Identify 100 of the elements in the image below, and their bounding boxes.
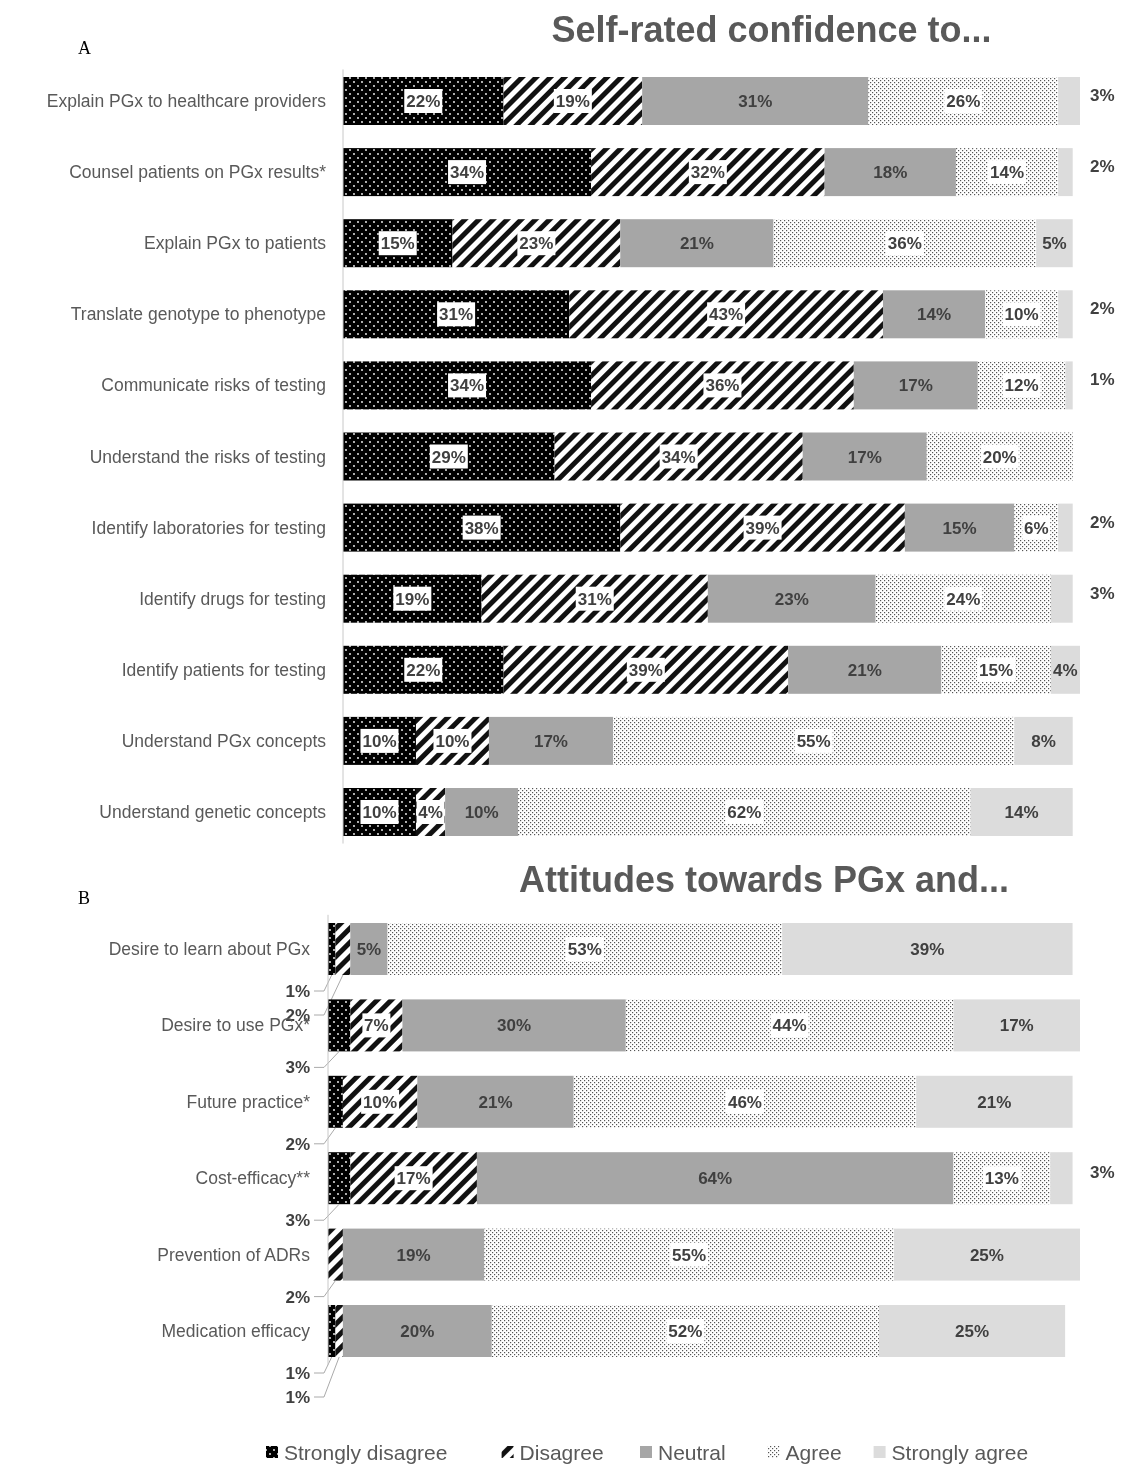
data-label: 31% — [738, 92, 773, 111]
data-label: 23% — [519, 234, 554, 254]
text: B — [78, 888, 91, 908]
data-label: 55% — [672, 1245, 707, 1265]
bar — [620, 503, 905, 552]
bar — [882, 290, 986, 339]
y-tick-label: Understand genetic concepts — [99, 802, 327, 822]
y-tick-label: Communicate risks of testing — [101, 375, 326, 396]
data-label: 17% — [396, 1169, 431, 1189]
bar — [1014, 716, 1073, 765]
bar — [642, 77, 869, 125]
data-label: 14% — [1004, 803, 1039, 822]
bar — [328, 1228, 343, 1281]
data-label: 31% — [577, 589, 612, 609]
bar — [953, 999, 1080, 1052]
bar — [1058, 503, 1073, 552]
data-label: 53% — [567, 940, 602, 959]
bar — [824, 148, 956, 197]
bar — [904, 503, 1015, 552]
bar — [1050, 574, 1073, 623]
legend-label: Strongly agree — [891, 1441, 1029, 1464]
data-label: 21% — [679, 234, 714, 254]
data-label: 25% — [969, 1245, 1004, 1265]
data-label: 2% — [1090, 299, 1115, 319]
data-label: 3% — [285, 1058, 310, 1078]
data-label: 2% — [285, 1134, 310, 1154]
bar — [402, 999, 626, 1052]
data-label: 39% — [745, 518, 780, 538]
y-tick-label: Translate genotype to phenotype — [70, 304, 326, 325]
bar — [350, 923, 388, 975]
chart-title: Self-rated confidence to... — [551, 9, 992, 50]
data-label: 14% — [917, 305, 952, 325]
bar — [488, 716, 613, 765]
bar — [573, 1075, 917, 1128]
data-label: 21% — [977, 1092, 1012, 1112]
bar — [343, 361, 592, 410]
data-label: 21% — [847, 660, 882, 680]
y-tick-label: Understand PGx concepts — [121, 730, 327, 751]
bar — [335, 923, 351, 975]
data-label: 10% — [464, 803, 499, 822]
data-label: 32% — [690, 163, 725, 183]
bar — [343, 432, 555, 481]
bar — [481, 574, 708, 623]
bar — [1058, 290, 1073, 339]
data-label: 4% — [418, 803, 443, 822]
data-label: 38% — [464, 518, 499, 538]
data-label: 21% — [478, 1092, 513, 1112]
data-label: 23% — [774, 589, 809, 609]
bar — [788, 645, 942, 694]
bar — [445, 788, 519, 836]
bar — [868, 77, 1059, 125]
data-label: 10% — [435, 731, 470, 751]
y-tick-label: Explain PGx to healthcare providers — [46, 91, 327, 111]
bar — [328, 1152, 351, 1205]
bar — [853, 361, 978, 410]
data-label: 5% — [1042, 234, 1067, 254]
bar — [503, 77, 643, 125]
y-tick-label: Future practice* — [186, 1091, 311, 1112]
data-label: 64% — [698, 1169, 733, 1189]
data-label: 43% — [709, 305, 744, 325]
data-label: 10% — [362, 803, 397, 822]
bar — [452, 219, 621, 268]
bar — [878, 1305, 1066, 1357]
data-label: 1% — [1090, 370, 1115, 390]
bar — [782, 923, 1073, 975]
data-label: 17% — [533, 731, 568, 751]
y-tick-label: Explain PGx to patients — [144, 233, 327, 254]
y-tick-label: Understand the risks of testing — [89, 446, 326, 467]
bar — [625, 999, 954, 1052]
bar — [503, 645, 789, 694]
bar — [328, 1075, 343, 1128]
bar — [591, 361, 854, 410]
bar — [707, 574, 876, 623]
data-label: 12% — [1004, 376, 1039, 396]
data-label: 34% — [661, 447, 696, 467]
data-label: 19% — [396, 1245, 431, 1265]
data-label: 36% — [887, 234, 922, 254]
y-tick-label: Prevention of ADRs — [157, 1244, 311, 1265]
data-label: 5% — [356, 940, 382, 959]
text: A — [78, 38, 91, 58]
bar — [350, 1152, 477, 1205]
bar — [484, 1228, 894, 1281]
data-label: 1% — [285, 1388, 310, 1407]
bar — [343, 574, 482, 623]
data-label: 8% — [1031, 731, 1056, 751]
data-label: 10% — [362, 731, 397, 751]
y-tick-label: Identify patients for testing — [121, 659, 326, 680]
bar — [417, 1075, 574, 1128]
bar — [875, 574, 1051, 623]
data-label: 2% — [1090, 512, 1115, 532]
data-label: 34% — [450, 163, 485, 183]
data-label: 31% — [439, 305, 474, 325]
y-tick-label: Medication efficacy — [161, 1321, 311, 1341]
data-label: 26% — [946, 92, 981, 111]
data-label: 7% — [364, 1016, 389, 1036]
y-tick-label: Counsel patients on PGx results* — [69, 162, 327, 183]
legend-label: Disagree — [519, 1441, 604, 1464]
bar — [476, 1152, 954, 1205]
data-label: 3% — [1090, 86, 1115, 105]
data-label: 20% — [400, 1322, 435, 1341]
